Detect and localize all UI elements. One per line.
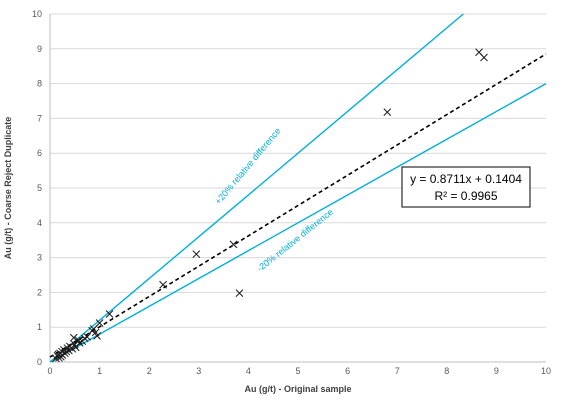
y-tick-0: 0 [37,357,42,367]
x-tick-3: 3 [196,366,201,376]
data-point-31 [192,250,201,258]
data-point-34 [383,108,392,116]
x-tick-0: 0 [47,366,52,376]
x-tick-8: 8 [444,366,449,376]
x-tick-6: 6 [345,366,350,376]
y-tick-10: 10 [32,9,42,19]
x-tick-4: 4 [246,366,251,376]
data-point-28 [95,319,104,327]
data-point-33 [235,289,244,297]
y-tick-4: 4 [37,218,42,228]
data-point-22 [80,334,89,343]
trendline-equation-box: y = 0.8711x + 0.1404 R² = 0.9965 [401,166,531,208]
y-tick-9: 9 [37,44,42,54]
data-point-32 [229,240,238,249]
x-tick-labels: 0 1 2 3 4 5 6 7 8 9 10 [47,366,551,376]
data-point-29 [105,310,114,318]
x-tick-9: 9 [494,366,499,376]
data-point-30 [159,280,167,289]
trendline-equation: y = 0.8711x + 0.1404 [410,172,522,186]
data-point-36 [480,53,488,62]
x-tick-1: 1 [97,366,102,376]
data-point-25 [89,325,98,333]
y-axis-title: Au (g/t) - Coarse Reject Duplicate [3,117,13,260]
y-tick-8: 8 [37,79,42,89]
x-axis-title: Au (g/t) - Original sample [244,384,351,394]
data-point-27 [93,332,101,340]
y-tick-6: 6 [37,148,42,158]
y-tick-7: 7 [37,113,42,123]
x-tick-2: 2 [147,366,152,376]
y-tick-5: 5 [37,183,42,193]
x-tick-5: 5 [295,366,300,376]
axes [49,14,546,363]
data-point-23 [83,333,92,341]
plus-20-line [49,13,464,363]
data-points [52,48,488,363]
y-tick-labels: 0 1 2 3 4 5 6 7 8 9 10 [32,9,42,367]
trendline-r2: R² = 0.9965 [434,189,497,203]
trendline [49,53,547,358]
x-tick-7: 7 [395,366,400,376]
y-tick-3: 3 [37,253,42,263]
minus-20-line [49,82,547,363]
y-tick-2: 2 [37,287,42,297]
x-tick-10: 10 [541,366,551,376]
y-tick-1: 1 [37,322,42,332]
reference-lines [49,13,547,363]
